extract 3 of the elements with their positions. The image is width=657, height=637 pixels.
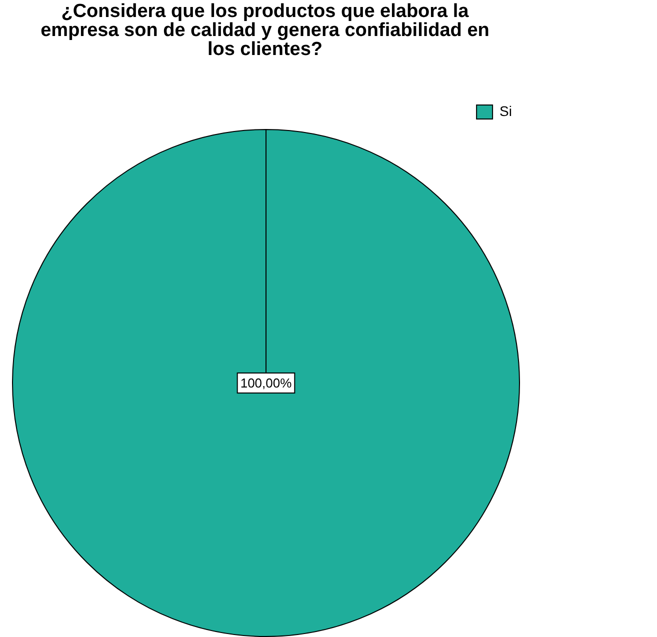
chart-title: ¿Considera que los productos que elabora la empresa son de calidad y genera confiabilidad en los clientes?: [40, 1, 490, 60]
legend-label: Si: [500, 102, 512, 119]
data-label: 100,00%: [240, 376, 292, 391]
